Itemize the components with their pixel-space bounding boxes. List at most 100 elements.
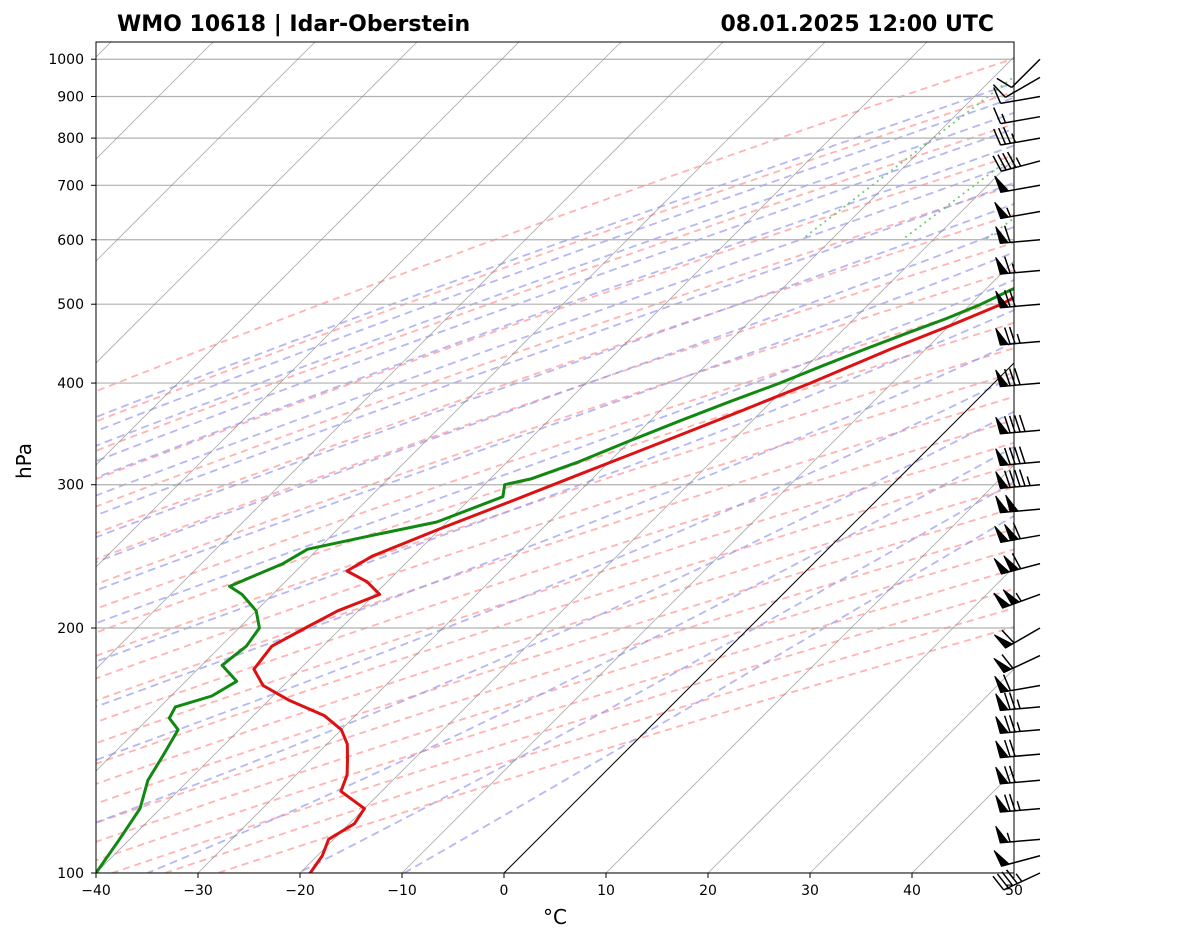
wind-barb [995, 367, 1041, 388]
isotherm [911, 770, 1014, 873]
wind-barb-full [997, 154, 1007, 171]
wind-barb-full [1008, 447, 1016, 465]
isotherm [197, 56, 1014, 873]
wind-barb-staff [1000, 115, 1041, 125]
wind-barb-full [1003, 715, 1011, 733]
wind-barb-full [992, 155, 1003, 172]
y-tick-label: 200 [57, 621, 84, 637]
x-tick-label: −20 [285, 883, 315, 899]
isotherm [605, 464, 1014, 873]
moist-adiabat [96, 162, 1014, 497]
wind-barb [993, 107, 1041, 125]
wind-barb-full [1003, 470, 1011, 488]
isotherm [96, 42, 826, 772]
wind-barb [996, 58, 1041, 89]
wind-barb-flag [995, 416, 1010, 435]
wind-barb-half [1016, 800, 1021, 811]
y-axis-label: hPa [12, 443, 36, 479]
wind-barb-half [1006, 832, 1011, 843]
wind-barb-staff [1000, 137, 1041, 146]
wind-barb [992, 869, 1041, 891]
wind-barb-full [1018, 469, 1026, 487]
wind-barb-half [1011, 263, 1016, 273]
wind-barb-full [1008, 692, 1016, 710]
wind-barb-full [1013, 415, 1021, 433]
mixing-ratio-line [1103, 42, 1181, 240]
wind-barb [993, 553, 1041, 575]
wind-barb-flag [993, 557, 1011, 575]
wind-barb [994, 201, 1041, 220]
wind-barb [995, 692, 1041, 712]
dry-adiabat [96, 485, 1014, 785]
wind-barb-half [1011, 133, 1017, 143]
zero-isotherm [503, 362, 1014, 873]
wind-barb-flag [995, 766, 1010, 785]
isotherm [96, 42, 520, 466]
wind-barb [995, 793, 1041, 813]
x-tick-label: 40 [903, 883, 921, 899]
wind-barb-half [1006, 207, 1012, 217]
wind-barb-full [1003, 447, 1011, 465]
wind-barb-full [1008, 765, 1016, 783]
wind-barb [995, 289, 1041, 309]
wind-barb-flag [995, 290, 1010, 309]
wind-barb-flag [995, 471, 1010, 489]
y-tick-label: 300 [57, 478, 84, 494]
wind-barb-full [1011, 553, 1022, 570]
x-tick-label: −40 [81, 883, 111, 899]
y-tick-label: 100 [57, 866, 84, 882]
wind-barb-flag [995, 226, 1010, 244]
wind-barb-flag [1003, 555, 1020, 572]
dry-adiabat [96, 507, 1014, 805]
wind-barb-staff [1000, 95, 1041, 105]
wind-barb-staff [1001, 160, 1041, 172]
dry-adiabat [96, 419, 1014, 724]
wind-barb [994, 175, 1041, 193]
wind-barb-full [997, 127, 1007, 145]
wind-barb-flag [1002, 589, 1021, 606]
wind-barb-flag [995, 327, 1010, 346]
wind-barb-full [1008, 415, 1016, 433]
wind-barb-full [1003, 256, 1011, 274]
wind-barb [995, 715, 1041, 734]
y-tick-label: 500 [57, 297, 84, 313]
wind-barb-full [993, 87, 1002, 104]
temperature-profile-line [252, 296, 1014, 873]
x-tick-label: −10 [387, 883, 417, 899]
mixing-ratio-line [1169, 42, 1181, 240]
dewpoint-profile-line [96, 286, 1014, 873]
dry-adiabat [96, 90, 1014, 423]
isotherm [96, 42, 928, 873]
wind-barb [995, 256, 1041, 275]
x-tick-label: 0 [500, 883, 509, 899]
isotherm [96, 42, 418, 364]
wind-barb-full [992, 875, 1005, 891]
moist-adiabat [297, 480, 1014, 873]
wind-barb-full [1003, 739, 1011, 757]
wind-barb-flag [995, 369, 1010, 388]
x-tick-label: 30 [801, 883, 819, 899]
wind-barb-full [1008, 715, 1016, 733]
wind-barb [993, 589, 1041, 609]
wind-barb-flag [1005, 494, 1020, 513]
wind-barb-full [1003, 692, 1011, 710]
y-tick-label: 400 [57, 376, 84, 392]
wind-barb-full [1005, 869, 1018, 885]
chart-title-station: WMO 10618 | Idar-Oberstein [117, 12, 470, 37]
profiles [96, 286, 1014, 873]
wind-barb-full [992, 84, 1006, 98]
wind-barb-full [1003, 290, 1011, 308]
wind-barb-full [1018, 414, 1026, 432]
wind-barb-flag [993, 657, 1013, 674]
plot-frame [95, 41, 1015, 874]
wind-barb [995, 326, 1041, 346]
wind-barb-flag [994, 201, 1010, 219]
wind-barb-flag [995, 740, 1010, 759]
wind-barb-full [1012, 522, 1021, 540]
wind-barb-flag [995, 495, 1010, 514]
wind-barb-full [1002, 152, 1012, 170]
wind-barb-full [1003, 794, 1011, 812]
wind-barb-full [1003, 766, 1011, 784]
isotherm [96, 42, 724, 670]
